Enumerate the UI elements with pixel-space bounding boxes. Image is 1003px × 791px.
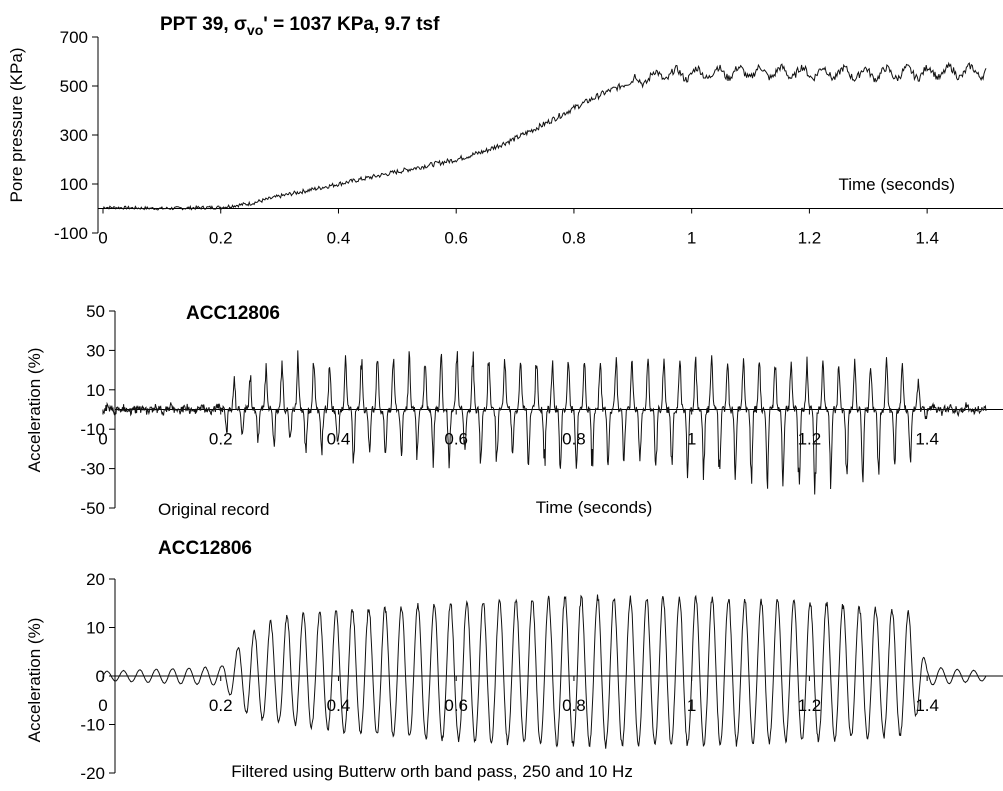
panel-pore-pressure: PPT 39, σvo' = 1037 KPa, 9.7 tsf Pore pr…: [7, 14, 1003, 248]
x-tick-label: 1.4: [915, 696, 939, 715]
x-tick-label: 0.8: [562, 229, 586, 248]
y-tick-label: -10: [80, 420, 105, 439]
x-tick-label: 1.4: [915, 229, 939, 248]
y-tick-label: -30: [80, 460, 105, 479]
y-tick-label: 100: [60, 175, 88, 194]
x-tick-label: 1: [687, 229, 696, 248]
panel-3-series: [102, 594, 987, 749]
y-tick-label: 300: [60, 126, 88, 145]
panel-1-axes: -100 100 300 500 700 0 0.2 0.4 0.6 0.8 1 1.2 1.4: [54, 28, 1003, 248]
panel-3-ylabel: Acceleration (%): [25, 618, 44, 743]
x-tick-label: 0.4: [327, 696, 351, 715]
x-tick-label: 0.4: [327, 229, 351, 248]
y-tick-label: -100: [54, 224, 88, 243]
x-tick-label: 0: [98, 430, 107, 449]
y-tick-label: 50: [86, 302, 105, 321]
panel-2-xlabel: Time (seconds): [536, 498, 653, 517]
x-tick-label: 0.2: [209, 430, 233, 449]
y-tick-label: 0: [96, 667, 105, 686]
panel-1-series: [102, 61, 987, 211]
panel-1-title: PPT 39, σvo' = 1037 KPa, 9.7 tsf: [160, 14, 440, 38]
y-tick-label: -50: [80, 499, 105, 518]
x-tick-label: 0.2: [209, 696, 233, 715]
acceleration-line: [102, 350, 987, 495]
x-tick-label: 0.2: [209, 229, 233, 248]
panel-3-annotation: Filtered using Butterw orth band pass, 2…: [231, 762, 633, 781]
panel-2-title: ACC12806: [186, 303, 280, 324]
acceleration-line: [102, 594, 987, 749]
y-tick-label: 700: [60, 28, 88, 47]
x-tick-label: 1: [687, 696, 696, 715]
y-tick-label: 20: [86, 570, 105, 589]
x-tick-label: 0.8: [562, 696, 586, 715]
x-tick-label: 1: [687, 430, 696, 449]
x-tick-label: 1.4: [915, 430, 939, 449]
y-tick-label: -20: [80, 764, 105, 783]
pore-pressure-line: [102, 61, 987, 211]
x-tick-label: 0: [98, 696, 107, 715]
x-tick-label: 0: [98, 229, 107, 248]
y-tick-label: 30: [86, 341, 105, 360]
y-tick-label: 10: [86, 619, 105, 638]
y-tick-label: -10: [80, 716, 105, 735]
panel-2-ylabel: Acceleration (%): [25, 348, 44, 473]
x-tick-label: 0.8: [562, 430, 586, 449]
panel-acc-filtered: ACC12806 Acceleration (%) Filtered using…: [25, 538, 1003, 783]
panel-3-title: ACC12806: [158, 538, 252, 559]
x-tick-label: 1.2: [798, 229, 822, 248]
x-tick-label: 1.2: [798, 430, 822, 449]
panel-1-ylabel: Pore pressure (KPa): [7, 48, 26, 203]
panel-acc-original: ACC12806 Acceleration (%) Original recor…: [25, 302, 1003, 519]
panel-2-annotation: Original record: [158, 500, 270, 519]
y-tick-label: 500: [60, 77, 88, 96]
panel-1-xlabel: Time (seconds): [838, 175, 955, 194]
x-tick-label: 0.6: [444, 229, 468, 248]
y-tick-label: 10: [86, 381, 105, 400]
x-tick-label: 1.2: [798, 696, 822, 715]
panel-2-series: [102, 350, 987, 495]
